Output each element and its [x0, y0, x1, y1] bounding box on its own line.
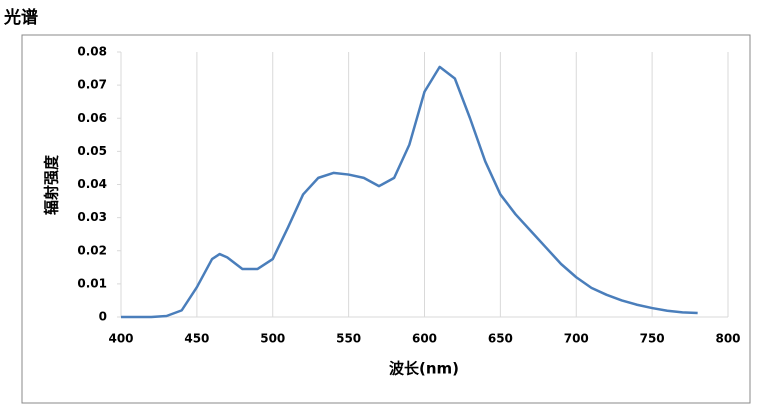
chart-title: 光谱 [3, 7, 38, 28]
x-tick-label: 600 [412, 332, 437, 346]
x-tick-label: 650 [488, 332, 513, 346]
x-tick-label: 400 [108, 332, 133, 346]
y-tick-label: 0.08 [77, 45, 107, 59]
y-tick-label: 0.01 [77, 276, 107, 290]
x-tick-label: 550 [336, 332, 361, 346]
y-tick-label: 0.07 [77, 78, 107, 92]
x-tick-label: 700 [564, 332, 589, 346]
y-tick-label: 0.02 [77, 243, 107, 257]
y-tick-label: 0.03 [77, 210, 107, 224]
y-tick-label: 0.05 [77, 144, 107, 158]
x-tick-label: 500 [260, 332, 285, 346]
x-tick-label: 450 [184, 332, 209, 346]
y-tick-label: 0.04 [77, 177, 107, 191]
x-axis-label: 波长(nm) [389, 360, 459, 378]
x-tick-label: 800 [715, 332, 740, 346]
y-tick-label: 0 [99, 310, 107, 324]
y-tick-label: 0.06 [77, 111, 107, 125]
chart-frame [21, 34, 751, 404]
data-line [121, 65, 698, 319]
y-axis-label: 辐射强度 [43, 154, 61, 215]
x-tick-label: 750 [640, 332, 665, 346]
